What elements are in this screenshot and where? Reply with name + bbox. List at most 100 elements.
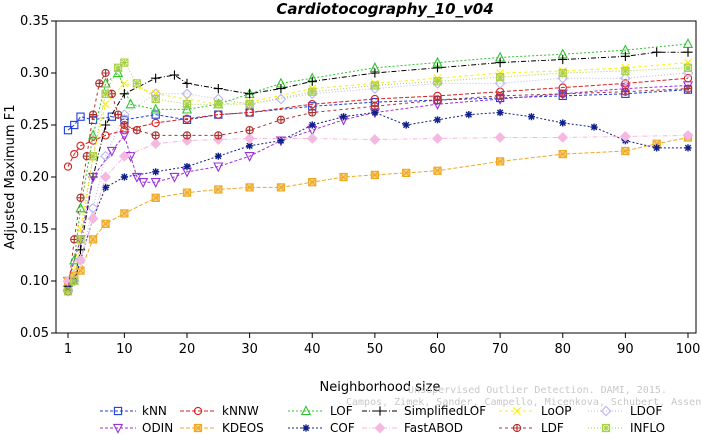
data-point-inflo xyxy=(101,89,110,98)
data-point-lof xyxy=(125,98,136,109)
data-point-kdeos xyxy=(433,166,442,175)
data-point-inflo xyxy=(120,58,129,67)
data-point-knn xyxy=(70,120,79,130)
series-layer xyxy=(62,38,694,297)
data-point-lof xyxy=(100,77,111,88)
data-point-cof xyxy=(101,183,110,191)
data-point-inflo xyxy=(182,100,192,109)
data-point-cof xyxy=(653,144,661,152)
data-point-cof xyxy=(371,108,379,117)
legend-label: KDEOS xyxy=(222,421,264,434)
data-point-ldof xyxy=(87,202,99,214)
data-point-fastabod xyxy=(369,134,381,145)
data-point-odin xyxy=(138,178,149,189)
data-point-cof xyxy=(684,144,692,152)
x-tick-label: 1 xyxy=(64,342,72,357)
data-point-kdeos xyxy=(245,183,254,192)
legend-marker-cof xyxy=(302,424,310,432)
data-point-cof xyxy=(339,113,348,121)
y-axis-label: Adjusted Maximum F1 xyxy=(3,105,18,250)
data-point-kdeos xyxy=(621,146,630,156)
data-point-knnw xyxy=(63,162,73,171)
data-point-kdeos xyxy=(101,219,110,228)
data-point-ldf xyxy=(276,115,286,124)
data-point-knn xyxy=(151,110,160,119)
data-point-kdeos xyxy=(308,178,317,187)
legend-label: kNNW xyxy=(222,404,259,418)
series-line-fastabod xyxy=(67,134,689,282)
legend-label: ODIN xyxy=(142,421,173,434)
watermark-line-1: Unsupervised Outlier Detection. DAMI, 20… xyxy=(408,385,667,396)
data-point-inflo xyxy=(495,73,505,82)
data-point-cof xyxy=(183,163,191,171)
data-point-cof xyxy=(277,137,285,145)
data-point-knnw xyxy=(151,118,160,128)
data-point-inflo xyxy=(621,66,630,76)
data-point-lof xyxy=(150,103,161,114)
series-line-kdeos xyxy=(67,136,689,282)
legend-marker-fastabod xyxy=(374,422,386,434)
data-point-simplifiedlof xyxy=(683,47,693,57)
data-point-simplifiedlof xyxy=(245,89,255,99)
series-line-ldf xyxy=(67,71,689,292)
x-tick-label: 20 xyxy=(179,342,196,357)
data-point-ldf xyxy=(101,68,110,78)
data-point-fastabod xyxy=(557,132,569,143)
data-point-ldf xyxy=(308,108,317,117)
legend-label: kNN xyxy=(142,404,167,418)
data-point-inflo xyxy=(70,276,79,286)
legend-marker-ldf xyxy=(512,423,522,433)
data-point-ldf xyxy=(370,102,380,111)
data-point-cof xyxy=(402,121,410,129)
data-point-simplifiedlof xyxy=(495,58,505,68)
data-point-lof xyxy=(682,38,694,49)
data-point-kdeos xyxy=(120,209,129,218)
data-point-cof xyxy=(465,111,473,119)
y-tick-label: 0.15 xyxy=(20,222,49,237)
watermark-line-2: Campos, Zimek, Sander, Campello, Micenko… xyxy=(346,397,702,408)
data-point-lof xyxy=(181,103,193,114)
data-point-simplifiedlof xyxy=(182,78,192,88)
data-point-fastabod xyxy=(682,130,694,141)
data-point-knnw xyxy=(70,149,79,159)
data-point-simplifiedlof xyxy=(620,51,630,61)
data-point-ldf xyxy=(132,126,142,135)
data-point-lof xyxy=(87,129,99,140)
data-point-ldof xyxy=(619,72,631,84)
legend-marker-simplifiedlof xyxy=(375,406,385,416)
data-point-inflo xyxy=(245,100,254,109)
data-point-kdeos xyxy=(402,168,411,177)
data-point-kdeos xyxy=(88,235,98,244)
data-point-ldf xyxy=(151,131,160,140)
legend-item-simplifiedlof: SimplifiedLOF xyxy=(362,404,486,418)
data-point-ldf xyxy=(433,95,442,105)
data-point-ldf xyxy=(182,131,192,140)
x-tick-label: 60 xyxy=(429,342,446,357)
data-point-kdeos xyxy=(558,149,567,159)
data-point-cof xyxy=(527,113,536,121)
data-point-odin xyxy=(87,172,99,183)
series-line-cof xyxy=(67,112,688,290)
data-point-ldf xyxy=(683,84,693,93)
series-line-simplifiedlof xyxy=(67,51,688,287)
data-point-inflo xyxy=(63,287,73,296)
legend-item-knn: kNN xyxy=(100,404,167,418)
x-axis: 1 10 20 30 40 50 60 70 80 90 100 xyxy=(64,333,700,357)
data-point-fastabod xyxy=(619,131,631,142)
y-tick-label: 0.35 xyxy=(20,14,49,29)
legend-label: LOF xyxy=(330,404,353,418)
data-point-simplifiedlof xyxy=(432,63,443,73)
data-point-ldof xyxy=(494,78,506,89)
data-point-kdeos xyxy=(76,266,85,275)
data-point-odin xyxy=(119,131,130,142)
data-point-ldf xyxy=(76,193,85,202)
legend-item-odin: ODIN xyxy=(100,421,173,434)
data-point-lof xyxy=(75,202,86,213)
data-point-cof xyxy=(559,119,567,127)
y-tick-label: 0.25 xyxy=(20,118,49,133)
data-point-ldf xyxy=(120,120,129,130)
data-point-knnw xyxy=(214,110,223,119)
series-fastabod xyxy=(62,130,694,287)
series-simplifiedlof xyxy=(63,47,693,291)
data-point-inflo xyxy=(76,235,85,244)
